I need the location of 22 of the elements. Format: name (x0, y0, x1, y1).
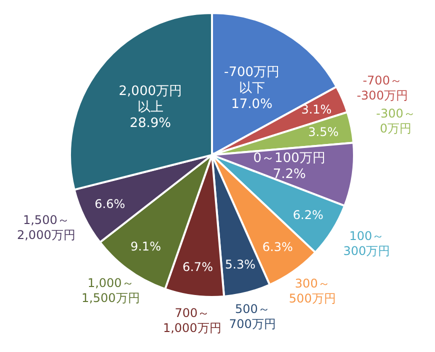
slice-label: 1,500～2,000万円 (17, 214, 76, 243)
data-label: 9.1% (130, 240, 161, 254)
data-label: 6.2% (292, 208, 324, 222)
data-label: 6.7% (182, 260, 213, 274)
data-label: 28.9% (130, 116, 172, 131)
slice-label: 0～100万円 (253, 150, 326, 166)
slice-label: 2,000万円以上 (118, 84, 182, 115)
slice-label: 1,000～1,500万円 (81, 276, 140, 306)
slice-label: -700万円以下 (224, 64, 280, 96)
slice-label: 300～500万円 (288, 276, 336, 306)
data-label: 5.3% (225, 257, 256, 272)
data-label: 3.5% (308, 125, 339, 140)
data-label: 17.0% (231, 96, 272, 112)
data-label: 6.6% (94, 197, 126, 212)
data-label: 3.1% (301, 102, 332, 117)
slice-label: 100～300万円 (343, 229, 390, 258)
slice-label: -300～0万円 (376, 106, 416, 136)
slice-label: 500～700万円 (228, 302, 276, 332)
data-label: 7.2% (272, 166, 306, 182)
slice-label: 700～1,000万円 (162, 306, 222, 336)
data-label: 6.3% (262, 240, 293, 254)
slice-label: -700～-300万円 (356, 74, 408, 103)
